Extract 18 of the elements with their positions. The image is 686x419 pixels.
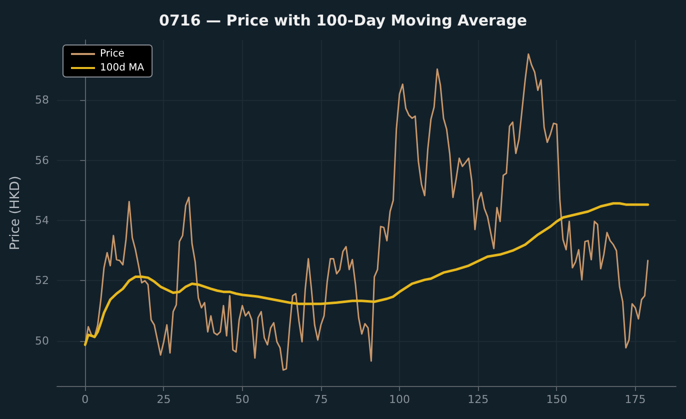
x-tick-label: 75	[314, 393, 328, 406]
x-tick-label: 50	[235, 393, 250, 406]
legend-label: Price	[100, 48, 124, 60]
line-series	[84, 202, 650, 346]
x-tick-label: 150	[546, 393, 568, 406]
chart-title: 0716 — Price with 100-Day Moving Average	[159, 12, 527, 30]
x-tick-label: 25	[156, 393, 171, 406]
y-tick-label: 58	[35, 94, 49, 107]
x-tick-label: 175	[624, 393, 646, 406]
y-axis-title: Price (HKD)	[8, 176, 23, 250]
y-tick-label: 50	[35, 334, 49, 348]
y-tick-label: 56	[35, 154, 49, 167]
x-tick-label: 0	[82, 393, 89, 406]
y-tick-label: 52	[35, 274, 49, 288]
x-tick-label: 100	[389, 393, 410, 406]
y-tick-label: 54	[35, 214, 49, 228]
legend-label: 100d MA	[100, 62, 144, 74]
x-tick-label: 125	[468, 393, 489, 406]
